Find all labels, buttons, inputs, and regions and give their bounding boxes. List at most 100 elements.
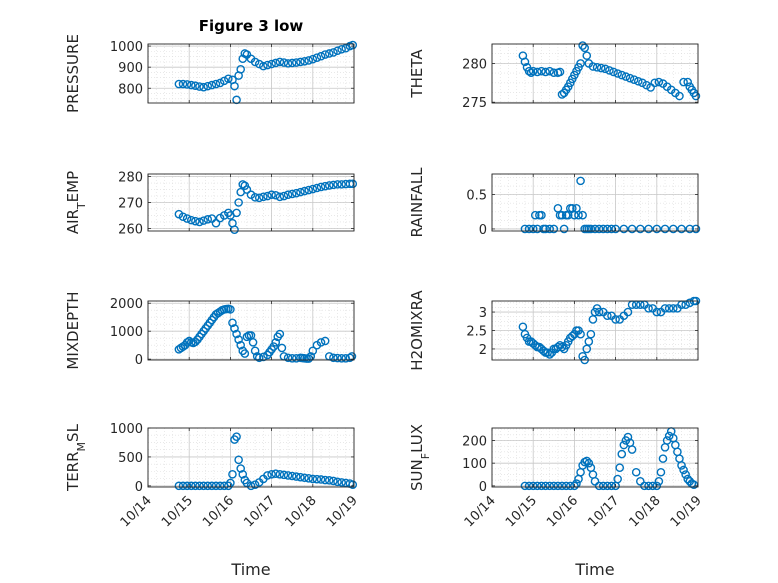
data-point: [203, 481, 213, 491]
data-point: [246, 481, 256, 491]
data-point: [232, 208, 241, 218]
data-point: [648, 481, 657, 491]
data-point: [333, 353, 342, 363]
data-point: [316, 51, 326, 61]
data-point: [296, 57, 305, 67]
data-point: [242, 332, 252, 342]
data-point: [337, 478, 346, 487]
data-point: [308, 184, 318, 194]
data-point: [236, 64, 245, 74]
data-point: [555, 67, 565, 77]
y-tick-label: 3: [479, 306, 487, 321]
data-point: [333, 477, 342, 487]
x-tick-label: 10/18: [627, 493, 664, 530]
data-point: [660, 224, 670, 234]
data-point: [228, 318, 237, 328]
data-point: [615, 463, 625, 473]
data-point: [304, 185, 313, 195]
x-tick-label: 10/16: [200, 493, 237, 530]
data-point: [543, 348, 552, 357]
data-point: [596, 63, 606, 73]
data-point: [300, 56, 309, 66]
y-tick-label: 280: [462, 57, 487, 72]
data-point: [304, 354, 313, 363]
data-point: [520, 57, 530, 67]
data-point: [685, 224, 695, 234]
y-tick-label: 1000: [110, 325, 143, 340]
y-axis-label-subscript: F: [419, 453, 432, 459]
data-point: [316, 475, 326, 484]
y-axis-label-main: TERR: [64, 451, 82, 492]
data-point: [644, 481, 653, 491]
y-axis-label-main: PRESSURE: [64, 34, 82, 113]
data-point: [292, 58, 301, 67]
data-point: [300, 473, 309, 483]
data-point: [603, 311, 612, 321]
axes-box: [147, 43, 355, 104]
data-point: [271, 338, 281, 347]
data-point: [586, 329, 596, 339]
x-tick-label: 10/19: [668, 493, 705, 530]
data-point: [539, 346, 548, 356]
data-point: [549, 224, 559, 234]
data-point: [345, 179, 355, 189]
axes-box: [147, 427, 355, 488]
data-point: [312, 183, 322, 193]
y-tick-label: 2000: [110, 297, 143, 312]
data-point: [578, 210, 587, 220]
data-point: [681, 470, 690, 479]
y-tick-label: 270: [118, 197, 143, 212]
y-axis-label-main: RAINFALL: [408, 167, 426, 238]
data-point: [545, 350, 554, 359]
data-point: [219, 76, 229, 86]
data-point: [337, 180, 346, 189]
data-point: [348, 40, 358, 50]
data-point: [533, 224, 542, 234]
data-point: [594, 481, 604, 491]
data-point: [238, 469, 248, 479]
y-tick-label: 0: [135, 353, 143, 368]
data-point: [584, 458, 594, 468]
data-point: [263, 60, 272, 70]
data-point: [683, 77, 693, 87]
data-point: [263, 471, 272, 480]
data-point: [677, 461, 686, 470]
data-point: [691, 91, 701, 101]
data-point: [576, 176, 585, 186]
data-point: [594, 224, 604, 234]
y-tick-label: 900: [118, 61, 143, 76]
data-point: [283, 353, 293, 363]
y-tick-label: 1000: [110, 422, 143, 437]
data-point: [668, 304, 678, 313]
data-point: [186, 80, 196, 90]
data-point: [240, 349, 250, 358]
data-point: [588, 62, 598, 71]
plot-area: [492, 44, 698, 103]
data-point: [601, 64, 610, 74]
y-tick-label: 500: [118, 451, 143, 466]
y-axis-label: MIXDEPTH: [64, 291, 82, 369]
data-point: [557, 210, 567, 220]
data-point: [520, 481, 530, 491]
data-point: [174, 79, 184, 89]
figure-title: Figure 3 low: [199, 17, 304, 35]
data-point: [588, 315, 598, 324]
data-point: [287, 471, 297, 481]
data-point: [337, 44, 346, 54]
subplot-3: 260 270 280 AIRTEMP: [64, 171, 358, 237]
subplot-5: 0 1000 2000 MIXDEPTH: [64, 291, 357, 370]
data-point: [312, 474, 322, 484]
data-point: [545, 481, 554, 491]
data-point: [627, 445, 637, 454]
y-tick-label: 275: [462, 96, 487, 111]
data-point: [609, 67, 618, 77]
data-point: [199, 82, 208, 92]
data-point: [528, 66, 538, 76]
data-point: [617, 70, 627, 80]
y-axis-label: THETA: [408, 49, 426, 99]
data-point: [263, 191, 272, 201]
data-point: [605, 66, 614, 75]
data-point: [613, 69, 622, 78]
data-point: [623, 307, 633, 317]
data-point: [250, 346, 260, 356]
